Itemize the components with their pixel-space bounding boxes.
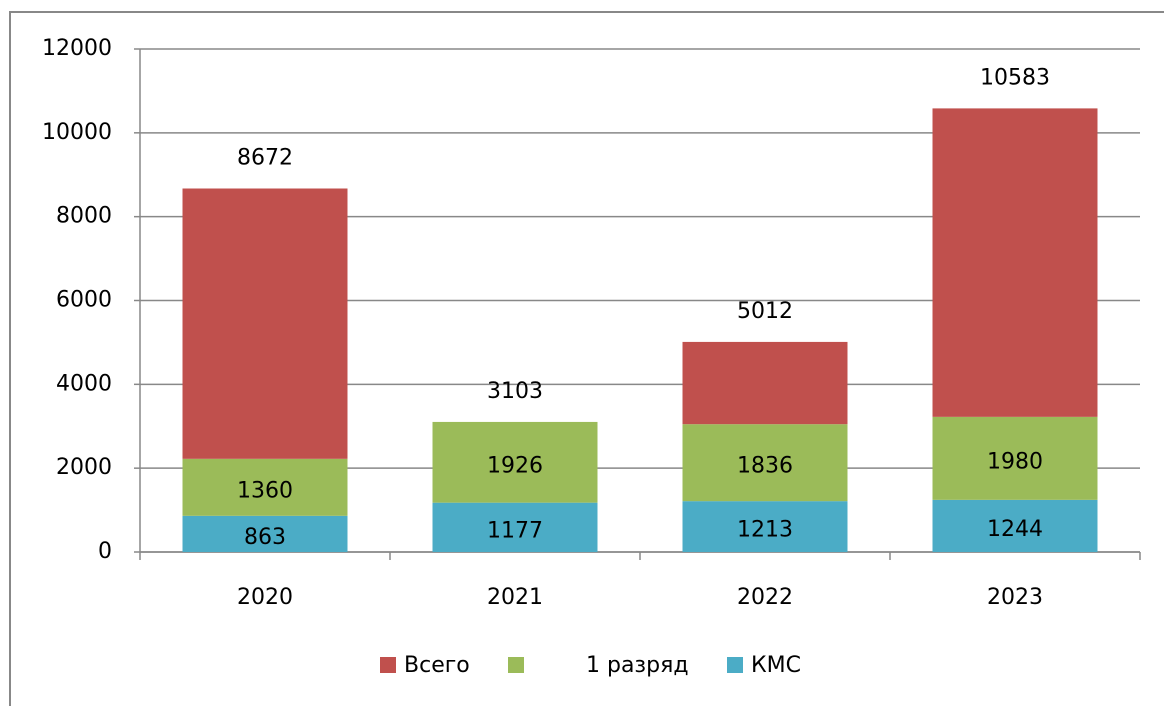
bar-segment [682, 424, 848, 502]
data-label: 1213 [737, 518, 793, 543]
x-tick-label: 2020 [237, 585, 293, 610]
bar-segment [932, 499, 1098, 552]
legend-swatch [508, 657, 524, 673]
data-label: 1177 [487, 518, 543, 543]
y-tick-label: 2000 [56, 455, 112, 480]
legend-label: КМС [751, 653, 801, 678]
bar-segment [182, 515, 348, 552]
total-label: 3103 [487, 379, 543, 404]
bar-segment [432, 421, 598, 503]
x-tick-label: 2023 [987, 585, 1043, 610]
data-label: 1244 [987, 517, 1043, 542]
legend-swatch [727, 657, 743, 673]
data-label: 863 [244, 525, 286, 550]
bar-segment [432, 502, 598, 552]
bar-segment [182, 188, 348, 459]
data-label: 1360 [237, 478, 293, 503]
bar-segment [932, 416, 1098, 500]
y-tick-label: 10000 [42, 120, 112, 145]
data-label: 1926 [487, 453, 543, 478]
bar-segment [682, 501, 848, 552]
data-label: 1836 [737, 454, 793, 479]
x-tick-label: 2021 [487, 585, 543, 610]
y-tick-label: 12000 [42, 36, 112, 61]
y-tick-label: 8000 [56, 204, 112, 229]
x-tick-label: 2022 [737, 585, 793, 610]
chart-frame [9, 11, 1164, 710]
bar-segment [932, 108, 1098, 417]
data-label: 1980 [987, 449, 1043, 474]
total-label: 8672 [237, 145, 293, 170]
bar-segment [182, 458, 348, 516]
legend-label: Всего [404, 653, 470, 678]
y-tick-label: 0 [98, 539, 112, 564]
y-tick-label: 6000 [56, 288, 112, 313]
y-tick-label: 4000 [56, 371, 112, 396]
legend-swatch [380, 657, 396, 673]
total-label: 10583 [980, 65, 1050, 90]
total-label: 5012 [737, 299, 793, 324]
bar-segment [682, 341, 848, 425]
legend-label: 1 разряд [586, 653, 689, 678]
